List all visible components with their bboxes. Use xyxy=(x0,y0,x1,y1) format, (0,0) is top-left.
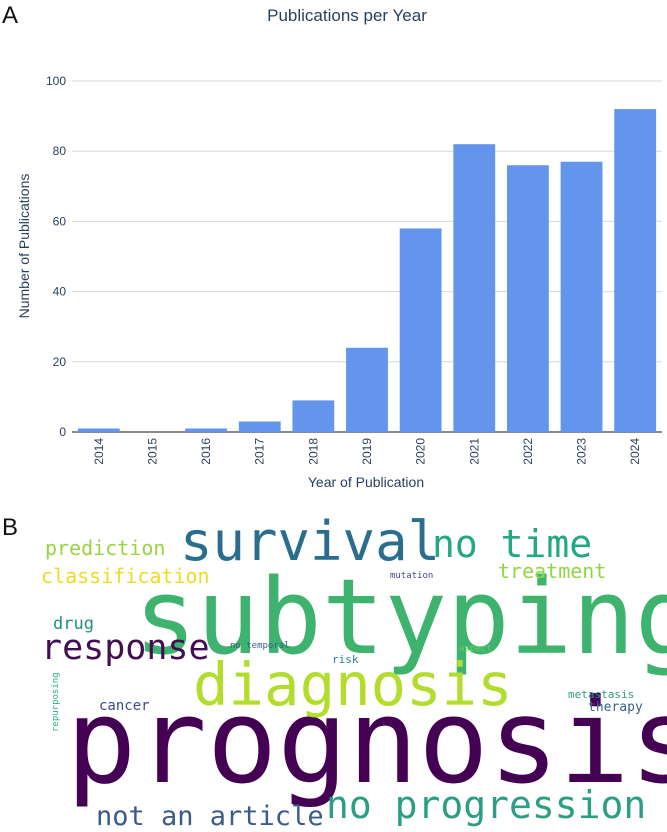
y-tick-label: 40 xyxy=(53,285,67,299)
word-risk: risk xyxy=(332,653,359,666)
x-tick-label: 2024 xyxy=(628,438,642,465)
word-no-time: no time xyxy=(432,522,593,566)
x-tick-label: 2022 xyxy=(521,438,535,465)
word-subtyping: subtyping xyxy=(134,556,667,678)
word-cloud: prognosis subtyping diagnosis survival n… xyxy=(0,505,667,832)
bar-2022 xyxy=(506,165,549,433)
bar-2014 xyxy=(77,428,120,432)
x-tick-label: 2019 xyxy=(360,438,374,465)
word-prediction: prediction xyxy=(45,536,166,560)
chart-title: Publications per Year xyxy=(267,6,427,25)
x-tick-label: 2016 xyxy=(199,438,213,465)
y-tick-labels: 0 20 40 60 80 100 xyxy=(46,74,66,439)
word-drug: drug xyxy=(53,614,94,634)
word-mutation: mutation xyxy=(390,571,434,581)
bar-2021 xyxy=(453,144,496,432)
bars xyxy=(77,109,657,433)
word-not-an-article: not an article xyxy=(96,801,324,832)
x-tick-label: 2021 xyxy=(467,438,481,465)
word-metastasis: metastasis xyxy=(568,688,635,701)
word-therapy: therapy xyxy=(588,700,643,715)
x-tick-label: 2020 xyxy=(414,438,428,465)
word-cancer: cancer xyxy=(99,698,150,714)
word-classification: classification xyxy=(41,564,210,588)
y-tick-label: 80 xyxy=(53,144,67,158)
bar-2017 xyxy=(238,421,281,432)
bar-2024 xyxy=(614,109,657,432)
y-tick-label: 60 xyxy=(53,214,67,228)
x-tick-label: 2018 xyxy=(306,438,320,465)
y-tick-label: 0 xyxy=(59,425,66,439)
x-tick-labels: 2014 2015 2016 2017 2018 2019 2020 2021 2022 2023… xyxy=(92,438,642,465)
x-tick-label: 2014 xyxy=(92,438,106,465)
y-tick-label: 20 xyxy=(53,355,67,369)
x-tick-label: 2023 xyxy=(575,438,589,465)
y-axis-label: Number of Publications xyxy=(16,174,32,319)
word-treatment: treatment xyxy=(498,559,607,583)
bar-2020 xyxy=(399,228,442,432)
bar-2018 xyxy=(292,400,335,432)
word-aspect: aspect xyxy=(459,644,492,654)
word-no-progression: no progression xyxy=(326,783,647,827)
bar-2016 xyxy=(185,428,228,432)
panel-b-label: B xyxy=(2,514,19,541)
panel-a-label: A xyxy=(2,2,19,29)
bar-2019 xyxy=(346,347,388,432)
x-tick-label: 2017 xyxy=(253,438,267,465)
x-tick-label: 2015 xyxy=(145,438,159,465)
x-axis-label: Year of Publication xyxy=(308,474,424,490)
bar-2023 xyxy=(560,161,603,433)
word-no-temporal: no temporal xyxy=(230,641,290,651)
word-prognosis: prognosis xyxy=(66,673,667,810)
y-tick-label: 100 xyxy=(46,74,66,88)
word-survival: survival xyxy=(180,510,441,573)
word-repurposing: repurposing xyxy=(51,672,61,732)
word-diagnosis: diagnosis xyxy=(193,650,513,719)
word-response: response xyxy=(41,628,210,668)
